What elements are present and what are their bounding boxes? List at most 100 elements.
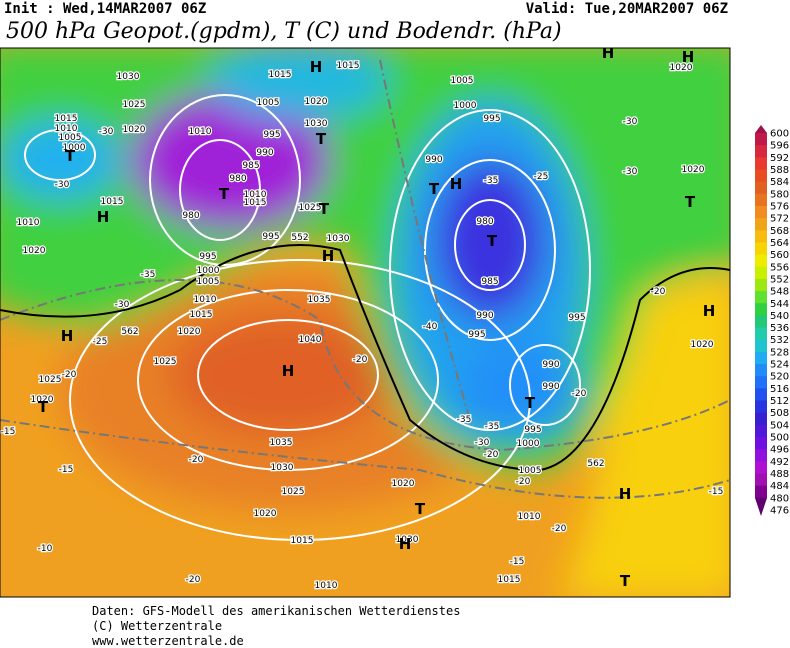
contour-label: 1015 [337,61,360,71]
colorbar-label: 520 [770,372,789,383]
colorbar-swatch [755,169,767,183]
contour-label: -35 [457,415,472,425]
colorbar-swatch [755,303,767,316]
contour-label: -15 [59,465,74,475]
contour-label: 1010 [55,124,78,134]
colorbar-swatch [755,278,767,292]
contour-label: 1000 [517,439,540,449]
colorbar-label: 512 [770,396,789,407]
contour-label: 1020 [178,327,201,337]
colorbar-label: 536 [770,323,789,334]
colorbar-label: 544 [770,299,789,310]
colorbar-swatch [755,400,767,414]
contour-label: -35 [485,422,500,432]
contour-label: -15 [1,427,16,437]
pressure-center: H [322,247,335,265]
contour-label: 1015 [55,114,78,124]
pressure-center: H [619,485,632,503]
colorbar-label: 580 [770,189,789,200]
pressure-center: H [703,302,716,320]
contour-label: 1000 [197,266,220,276]
colorbar-label: 504 [770,420,789,431]
contour-label: 995 [263,130,280,140]
contour-label: 1030 [396,535,419,545]
colorbar-label: 584 [770,177,789,188]
contour-label: 1005 [451,76,474,86]
contour-label: -15 [709,487,724,497]
contour-label: -20 [353,355,368,365]
contour-label: 562 [587,459,604,469]
pressure-center: T [429,180,440,198]
pressure-center: H [310,58,323,76]
colorbar-swatch [755,376,767,389]
contour-label: 980 [229,174,246,184]
contour-label: -20 [572,389,587,399]
pressure-center: T [319,200,330,218]
pressure-center: H [450,175,463,193]
contour-label: 995 [524,425,541,435]
colorbar-swatch [755,291,767,304]
contour-label: 1005 [59,133,82,143]
colorbar-cap [755,125,767,133]
colorbar-label: 508 [770,408,789,419]
contour-label: 1010 [17,218,40,228]
colorbar-label: 528 [770,347,789,358]
contour-label: 1040 [299,335,322,345]
colorbar-swatch [755,193,767,207]
colorbar-label: 588 [770,165,789,176]
contour-label: -25 [93,337,108,347]
colorbar-swatch [755,412,767,426]
contour-label: 1020 [31,395,54,405]
colorbar-swatch [755,327,767,341]
contour-label: 1010 [194,295,217,305]
colorbar-label: 592 [770,153,789,164]
colorbar-swatch [755,461,767,475]
colorbar-label: 564 [770,238,789,249]
contour-label: 1015 [244,198,267,208]
pressure-center: H [61,327,74,345]
colorbar-label: 516 [770,384,789,395]
contour-label: 995 [262,232,279,242]
map-title: 500 hPa Geopot.(gpdm), T (C) und Bodendr… [6,19,562,44]
contour-label: 1030 [327,234,350,244]
contour-label: 1020 [670,63,693,73]
contour-label: 1000 [454,101,477,111]
colorbar-swatch [755,424,767,438]
contour-label: 995 [483,114,500,124]
colorbar-swatch [755,230,767,243]
colorbar-label: 524 [770,360,789,371]
colorbar-label: 548 [770,287,789,298]
pressure-center: T [415,500,426,518]
contour-label: 1020 [682,165,705,175]
colorbar-cap [755,497,767,516]
colorbar-swatch [755,254,767,268]
contour-label: 1020 [23,246,46,256]
colorbar-swatch [755,266,767,280]
contour-label: 1005 [197,277,220,287]
contour-label: 1035 [308,295,331,305]
contour-label: 1020 [691,340,714,350]
colorbar-label: 556 [770,262,789,273]
contour-label: 980 [476,217,493,227]
contour-label: -20 [62,370,77,380]
pressure-center: H [282,362,295,380]
colorbar-label: 488 [770,469,789,480]
colorbar-label: 496 [770,445,789,456]
contour-label: 562 [121,327,138,337]
contour-label: 1025 [39,375,62,385]
colorbar-swatch [755,157,767,170]
contour-label: 1010 [189,127,212,137]
colorbar-swatch [755,339,767,353]
contour-label: 990 [542,382,559,392]
colorbar-swatch [755,133,767,146]
colorbar-swatch [755,315,767,329]
pressure-center: H [682,48,695,66]
footer-line: (C) Wetterzentrale [92,619,222,633]
contour-label: -30 [623,167,638,177]
pressure-center: T [487,232,498,250]
colorbar-swatch [755,181,767,195]
init-time: Init : Wed,14MAR2007 06Z [4,1,206,17]
pressure-center: T [219,185,230,203]
contour-label: 1000 [63,143,86,153]
